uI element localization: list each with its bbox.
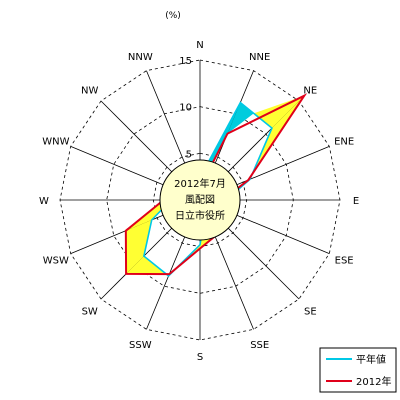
center-subtitle-2: 日立市役所 (175, 209, 225, 222)
direction-label-sw: SW (82, 306, 98, 317)
direction-label-ese: ESE (335, 256, 354, 267)
legend-box (319, 347, 397, 393)
direction-label-wsw: WSW (43, 256, 69, 267)
unit-label: (%) (165, 11, 181, 21)
direction-label-s: S (197, 352, 203, 363)
center-circle (159, 159, 241, 241)
direction-label-e: E (353, 196, 359, 207)
direction-label-ene: ENE (334, 136, 354, 147)
direction-label-nne: NNE (249, 52, 270, 63)
direction-label-se: SE (304, 306, 317, 317)
diff-fill-sw-0 (125, 220, 152, 274)
diff-fill-wsw-0 (125, 200, 172, 231)
diff-fill-ssw-1 (126, 256, 167, 275)
direction-label-ne: NE (303, 86, 317, 97)
direction-label-w: W (39, 196, 49, 207)
center-title: 2012年7月 (174, 177, 226, 190)
direction-label-n: N (196, 40, 203, 51)
legend: 平年値 2012年 (319, 347, 397, 393)
center-subtitle-1: 風配図 (185, 194, 215, 206)
diff-fill-nne-0 (227, 102, 254, 134)
direction-label-sse: SSE (250, 340, 269, 351)
radial-tick-15: 15 (179, 56, 192, 67)
direction-label-wnw: WNW (42, 136, 69, 147)
direction-label-nw: NW (81, 86, 98, 97)
radial-tick-10: 10 (179, 103, 192, 114)
direction-label-nnw: NNW (128, 52, 153, 63)
radial-tick-5: 5 (186, 149, 192, 160)
center-badge: 2012年7月 風配図 日立市役所 (159, 159, 241, 241)
legend-label-normal: 平年値 (356, 353, 386, 366)
direction-label-ssw: SSW (129, 340, 152, 351)
legend-label-2012: 2012年 (356, 375, 391, 388)
grid-ring-15 (59, 59, 341, 341)
direction-labels: N NNE NE ENE E ESE SE SSE S SSW SW WSW W WNW NW NNW (39, 40, 359, 363)
diff-fill-nne-1 (253, 95, 305, 129)
grid-ring-10 (106, 106, 294, 294)
